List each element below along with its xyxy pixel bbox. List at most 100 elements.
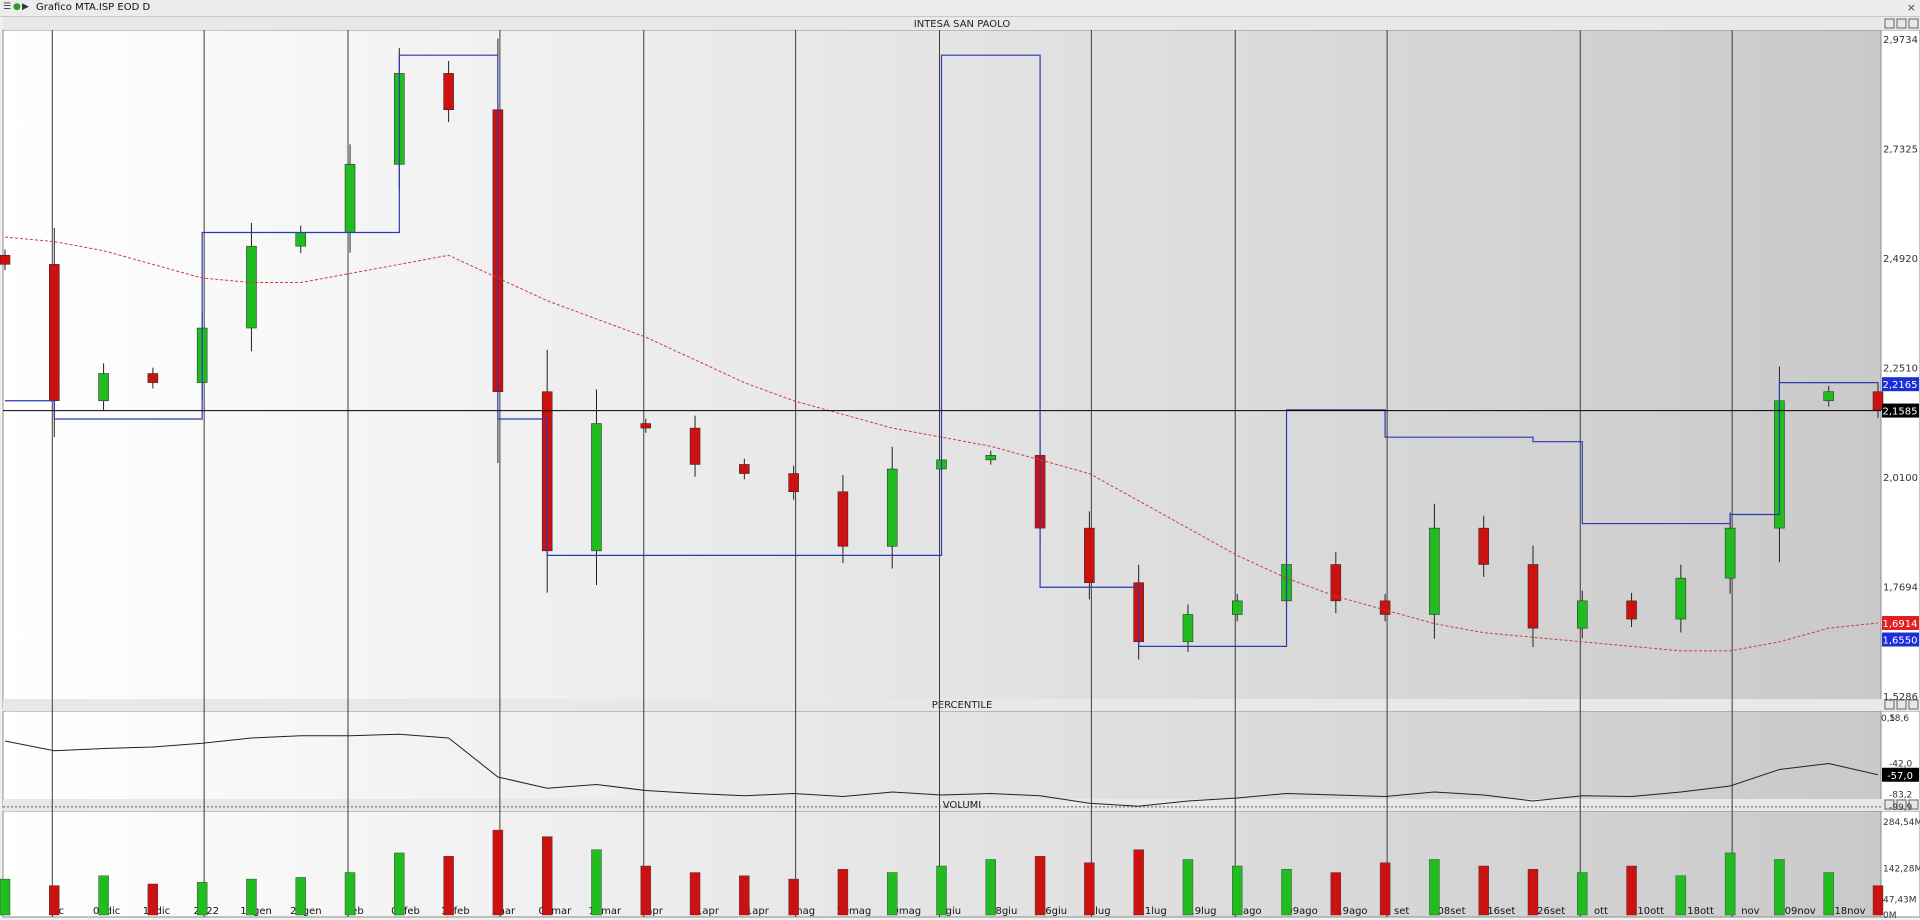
volume-bar <box>1232 865 1243 916</box>
play-icon[interactable]: ▶ <box>22 2 29 12</box>
candle-down <box>147 373 159 383</box>
x-axis-label: 26set <box>1537 906 1565 917</box>
percentile-tick-label: 18,6 <box>1889 714 1909 724</box>
volume-bar <box>985 859 996 916</box>
x-axis-label: apr <box>646 906 663 917</box>
price-tick-label: 2,4920 <box>1883 254 1918 265</box>
candle-up <box>246 245 257 329</box>
x-axis-label: 16set <box>1487 906 1515 917</box>
percentile-plot <box>3 733 1881 808</box>
price-badge <box>1882 403 1919 418</box>
volume-bar <box>1872 885 1884 916</box>
volume-bar <box>246 878 257 916</box>
window-title: Grafico MTA.ISP EOD D <box>36 2 151 13</box>
x-axis-label: mar <box>495 906 516 917</box>
volume-tick-label: 284,54M <box>1883 818 1920 828</box>
volume-bar <box>295 877 306 916</box>
volume-bar <box>1281 869 1292 916</box>
volume-bar <box>147 883 159 916</box>
x-axis-label: 09mar <box>539 906 573 917</box>
candle-down <box>739 464 750 474</box>
candle-down <box>49 264 60 402</box>
price-badge-label: 1,6914 <box>1883 619 1918 630</box>
volume-bar <box>1133 849 1144 916</box>
percentile-badge <box>1882 767 1919 782</box>
candle-up <box>1182 614 1194 643</box>
volume-bar <box>1379 862 1391 916</box>
x-axis-label: 11lug <box>1139 906 1167 917</box>
volume-bar <box>98 875 109 916</box>
candle-up <box>1429 527 1440 615</box>
percentile-line <box>4 733 1879 807</box>
candle-down <box>0 255 11 265</box>
candle-down <box>788 473 799 492</box>
x-axis-label: nov <box>1741 906 1759 917</box>
candle-down <box>640 423 652 429</box>
candle-down <box>1872 391 1884 411</box>
x-axis-label: 19lug <box>1188 906 1216 917</box>
close-icon[interactable]: × <box>1906 1 1916 14</box>
price-tick-label: 1,5286 <box>1883 692 1918 703</box>
percentile-tick-label: -99,9 <box>1889 803 1913 813</box>
price-panel-buttons[interactable] <box>1884 18 1919 29</box>
candle-down <box>1330 564 1342 602</box>
price-plot <box>0 38 1884 660</box>
volume-panel-title: VOLUMI <box>943 800 982 811</box>
price-badge-label: 2,1585 <box>1883 407 1918 418</box>
volume-bar <box>739 875 750 916</box>
volume-bar <box>1774 859 1785 916</box>
x-axis-label: 19mag <box>886 906 921 917</box>
price-panel-title: INTESA SAN PAOLO <box>914 19 1011 30</box>
volume-bar <box>788 878 799 916</box>
percentile-panel[interactable] <box>2 710 1882 809</box>
candle-down <box>689 427 701 465</box>
chart-area[interactable]: INTESA SAN PAOLO PERCENTILE VOLUMI 2,973… <box>0 17 1920 920</box>
volume-bar <box>1823 872 1834 916</box>
percentile-badge-label: -57,0 <box>1887 771 1913 782</box>
volume-bar <box>1084 862 1095 916</box>
price-badge <box>1882 615 1919 630</box>
volume-plot <box>0 829 1884 916</box>
candle-up <box>1675 577 1687 620</box>
percentile-panel-title: PERCENTILE <box>932 700 993 711</box>
window-titlebar: ☰ ● ▶ Grafico MTA.ISP EOD D × <box>0 0 1920 17</box>
volume-bar <box>394 852 405 916</box>
candle-up <box>886 468 898 547</box>
x-axis-label: 11apr <box>690 906 720 917</box>
price-badge-label: 2,2165 <box>1883 380 1918 391</box>
volume-panel-buttons[interactable] <box>1884 799 1919 810</box>
percentile-tick-label: -83,2 <box>1889 790 1912 800</box>
stop-line <box>5 54 1879 647</box>
candle-down <box>1084 527 1095 583</box>
volume-bar <box>492 829 504 916</box>
volume-bar <box>1675 875 1687 916</box>
candle-up <box>985 455 997 461</box>
percentile-tick-label: -42,0 <box>1889 760 1913 770</box>
price-badge-label: 1,6550 <box>1883 636 1918 647</box>
candle-down <box>1626 600 1637 620</box>
menu-icon[interactable]: ☰ <box>3 2 12 12</box>
volume-bar <box>689 872 701 916</box>
volume-bar <box>49 885 60 916</box>
volume-bar <box>1429 859 1440 916</box>
candle-up <box>591 423 602 552</box>
status-dot-icon: ● <box>13 2 21 12</box>
candle-up <box>1823 391 1834 402</box>
price-tick-label: 2,0100 <box>1883 473 1918 484</box>
percentile-panel-buttons[interactable] <box>1884 699 1919 710</box>
x-axis-label: 21apr <box>740 906 770 917</box>
volume-bar <box>887 872 898 916</box>
volume-bar <box>196 882 208 916</box>
x-axis-label: 16feb <box>441 906 470 917</box>
volume-tick-label: 142,28M <box>1883 865 1920 875</box>
candle-up <box>295 232 306 247</box>
candle-down <box>443 73 454 111</box>
x-axis-label: 08feb <box>391 906 420 917</box>
price-tick-label: 1,7694 <box>1883 583 1918 594</box>
x-axis-label: lug <box>1095 906 1110 917</box>
x-axis-label: 18mar <box>588 906 622 917</box>
volume-bar <box>1626 865 1637 916</box>
x-axis-label: ago <box>1243 906 1262 917</box>
volume-bar <box>1527 869 1539 916</box>
volume-bar <box>1330 872 1342 916</box>
